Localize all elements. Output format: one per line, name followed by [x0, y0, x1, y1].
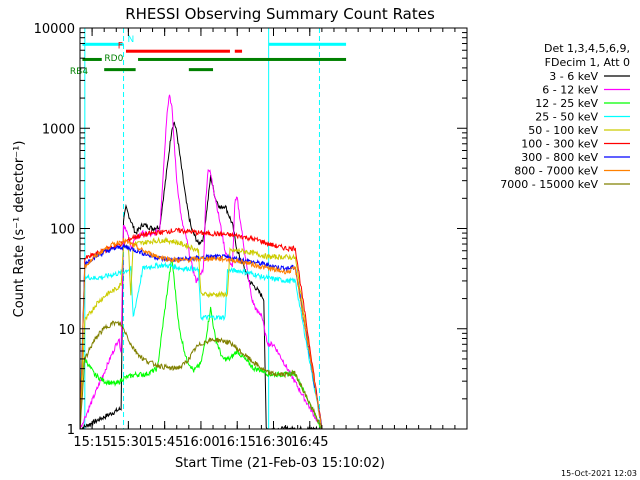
flag-label-1: F	[118, 42, 123, 52]
flag-label-0: N	[128, 35, 135, 45]
series-line-3	[80, 261, 323, 429]
x-tick-label-1: 15:30	[110, 435, 147, 450]
flag-bar-3-0	[104, 68, 136, 72]
series-line-7	[80, 238, 323, 429]
flag-label-2: RD0	[104, 54, 123, 64]
series-line-2	[80, 259, 323, 429]
legend-label-2: 12 - 25 keV	[535, 97, 598, 110]
y-tick-label-3: 1000	[42, 122, 75, 137]
flag-label-3: RB4	[70, 67, 88, 77]
flag-bars: NF RD0 RB4	[70, 35, 347, 77]
flag-bar-0-0	[82, 42, 124, 46]
series-line-5	[80, 227, 323, 429]
y-tick-label-1: 10	[58, 323, 75, 338]
flag-bar-0-1	[268, 42, 347, 46]
series-line-0	[80, 121, 323, 429]
legend: Det 1,3,4,5,6,9,FDecim 1, Att 03 - 6 keV…	[500, 42, 630, 191]
legend-label-4: 50 - 100 keV	[528, 124, 598, 137]
legend-label-1: 6 - 12 keV	[542, 84, 598, 97]
legend-header-0: Det 1,3,4,5,6,9,	[544, 42, 630, 55]
y-tick-label-2: 100	[50, 223, 75, 238]
vertical-markers	[84, 28, 320, 429]
y-axis-label: Count Rate (s⁻¹ detector⁻¹)	[12, 141, 27, 318]
flag-bar-1-1	[234, 49, 243, 53]
x-tick-label-6: 16:45	[291, 435, 328, 450]
flag-bar-2-0	[82, 57, 102, 61]
series-line-1	[80, 94, 323, 429]
flag-bar-3-1	[188, 68, 214, 72]
legend-label-7: 800 - 7000 keV	[514, 165, 598, 178]
legend-header-1: FDecim 1, Att 0	[545, 56, 630, 69]
series-layer	[80, 94, 323, 429]
legend-label-0: 3 - 6 keV	[549, 70, 598, 83]
chart-title: RHESSI Observing Summary Count Rates	[125, 5, 435, 23]
x-axis-label: Start Time (21-Feb-03 15:10:02)	[175, 456, 385, 471]
legend-label-5: 100 - 300 keV	[521, 138, 598, 151]
x-tick-label-2: 15:45	[146, 435, 183, 450]
x-tick-label-4: 16:15	[218, 435, 255, 450]
x-tick-label-0: 15:15	[73, 435, 110, 450]
legend-label-6: 300 - 800 keV	[521, 151, 598, 164]
legend-label-8: 7000 - 15000 keV	[500, 178, 598, 191]
footer-timestamp: 15-Oct-2021 12:03	[561, 469, 637, 478]
legend-label-3: 25 - 50 keV	[535, 111, 598, 124]
x-tick-label-3: 16:00	[182, 435, 219, 450]
flag-bar-1-0	[125, 49, 230, 53]
y-tick-label-4: 10000	[34, 22, 75, 37]
series-line-8	[80, 320, 322, 429]
x-tick-label-5: 16:30	[255, 435, 292, 450]
flag-bar-2-1	[138, 57, 347, 61]
y-tick-label-0: 1	[67, 423, 75, 438]
series-line-4	[80, 236, 323, 429]
